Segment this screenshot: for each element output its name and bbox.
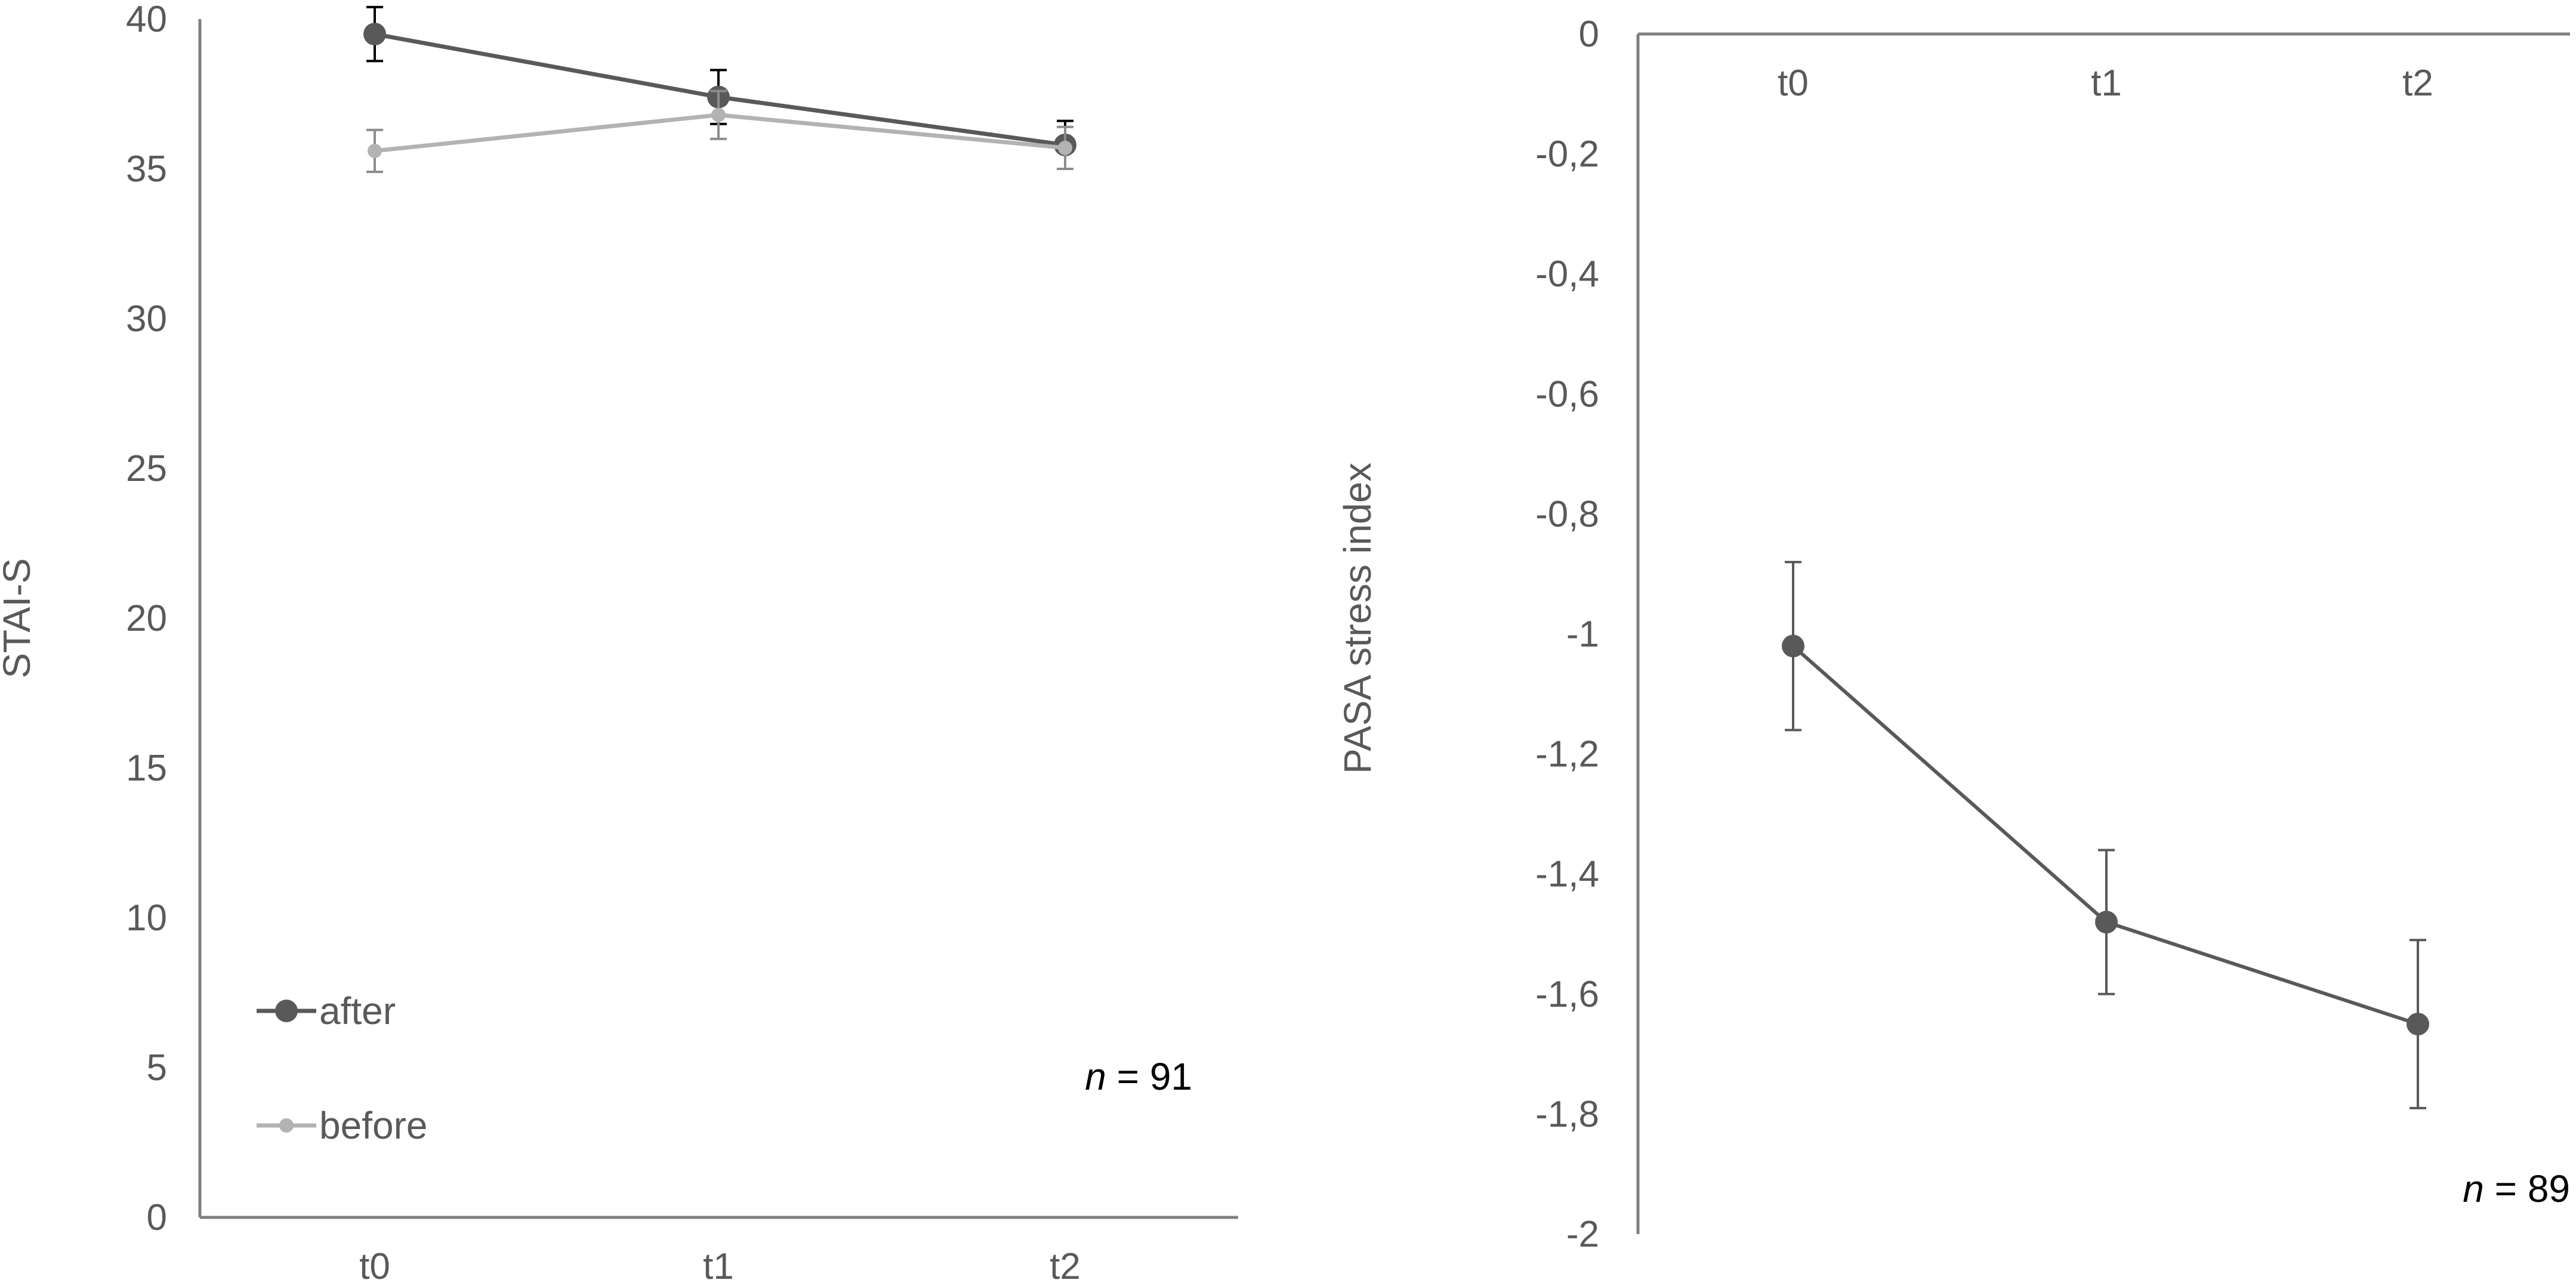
legend-marker-after <box>275 1000 298 1022</box>
data-point <box>711 107 726 122</box>
legend-label-before: before <box>319 1104 427 1147</box>
legend-item-after: after <box>257 989 396 1032</box>
series-before <box>366 90 1073 174</box>
legend-marker-before <box>279 1118 294 1133</box>
y-tick-label: -1,4 <box>1535 854 1599 895</box>
x-tick-label: t1 <box>2091 63 2122 104</box>
y-tick-label: 5 <box>147 1047 167 1088</box>
y-tick-label: -1,8 <box>1535 1094 1599 1135</box>
data-point <box>368 143 382 158</box>
x-tick-label: t2 <box>2402 63 2433 104</box>
y-tick-label: 40 <box>126 0 167 40</box>
y-tick-label: -1,6 <box>1535 974 1599 1015</box>
series-after <box>363 5 1076 170</box>
y-tick-label: 25 <box>126 448 167 489</box>
x-tick-label: t1 <box>703 1246 734 1286</box>
legend-label-after: after <box>319 989 396 1032</box>
right-y-axis-title: PASA stress index <box>1336 462 1379 774</box>
y-tick-label: 0 <box>1579 14 1599 55</box>
legend-item-before: before <box>257 1104 427 1147</box>
y-tick-label: -0,4 <box>1535 254 1599 295</box>
y-tick-label: -0,6 <box>1535 374 1599 415</box>
stai-s-chart: 0 5 10 15 20 25 30 35 40 t0 t1 t2 STAI-S after bef… <box>0 0 1238 1286</box>
left-sample-size-note: n = 91 <box>1085 1055 1192 1098</box>
left-y-axis-title: STAI-S <box>0 558 38 679</box>
y-tick-label: -0,8 <box>1535 494 1599 535</box>
y-tick-label: 35 <box>126 149 167 190</box>
y-tick-label: -2 <box>1566 1214 1599 1255</box>
y-tick-label: 15 <box>126 748 167 789</box>
data-point <box>363 23 386 46</box>
data-point <box>1058 140 1072 155</box>
y-tick-label: -1 <box>1566 614 1599 655</box>
x-tick-label: t0 <box>359 1246 390 1286</box>
x-tick-label: t0 <box>1778 63 1809 104</box>
right-sample-size-note: n = 89 <box>2463 1167 2570 1210</box>
pasa-chart: 0 -0,2 -0,4 -0,6 -0,8 -1 -1,2 -1,4 -1,6 -1,8 -2 t0… <box>1336 14 2570 1255</box>
data-point <box>2095 911 2118 934</box>
legend: after before <box>257 989 427 1147</box>
y-tick-label: -0,2 <box>1535 134 1599 175</box>
y-tick-label: 10 <box>126 898 167 939</box>
x-tick-label: t2 <box>1050 1246 1081 1286</box>
y-tick-label: 0 <box>147 1197 167 1238</box>
y-tick-label: 30 <box>126 298 167 340</box>
data-point <box>2407 1013 2429 1036</box>
data-point <box>1782 634 1804 658</box>
series-main <box>1782 560 2429 1109</box>
y-tick-label: -1,2 <box>1535 734 1599 775</box>
y-tick-label: 20 <box>126 598 167 639</box>
